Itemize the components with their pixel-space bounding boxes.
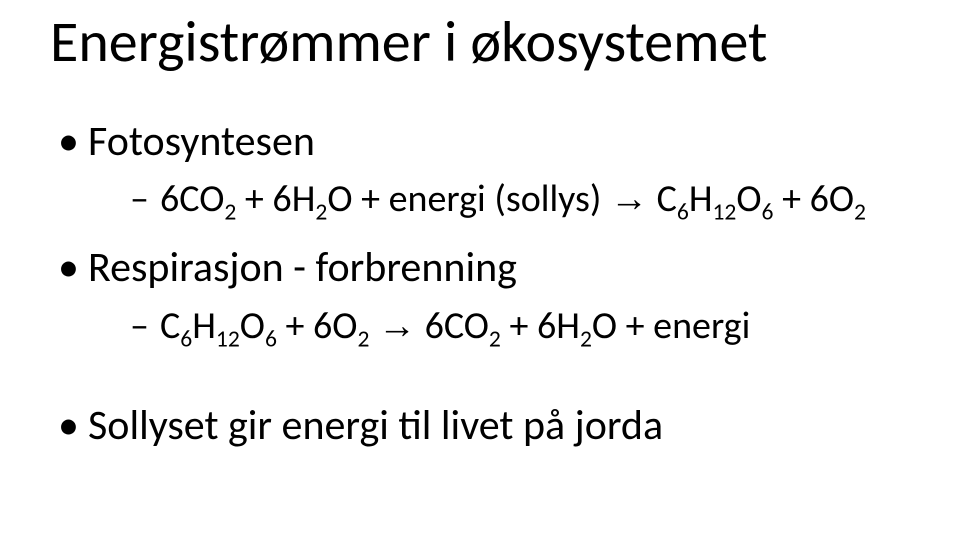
eq-plus: + — [285, 303, 304, 349]
bullet-fotosyntesen: Fotosyntesen 6CO2 + 6H2O + energi (solly… — [50, 114, 910, 230]
bullet-label: Sollyset gir energi til livet på jorda — [88, 400, 663, 451]
bullet-sollyset: Sollyset gir energi til livet på jorda — [50, 398, 910, 455]
eq-term: 6CO2 — [425, 303, 501, 349]
eq-term: C6H12O6 — [657, 176, 774, 222]
eq-arrow: → — [378, 305, 416, 347]
eq-plus: + — [626, 303, 654, 349]
eq-plus: + — [782, 176, 801, 222]
eq-text: energi (sollys) — [389, 176, 602, 222]
eq-term: 6O2 — [810, 176, 866, 222]
bullet-label: Fotosyntesen — [88, 116, 315, 167]
bullet-respirasjon: Respirasjon - forbrenning C6H12O6 + 6O2 … — [50, 240, 910, 356]
equation-photosynthesis: 6CO2 + 6H2O + energi (sollys) → C6H12O6 … — [126, 174, 910, 229]
eq-plus: + — [509, 303, 537, 349]
eq-plus: + — [245, 176, 273, 222]
eq-term: 6H2O — [272, 176, 352, 222]
equation-respiration: C6H12O6 + 6O2 → 6CO2 + 6H2O + energi — [126, 301, 910, 356]
spacer — [50, 366, 910, 372]
eq-term: 6CO2 — [160, 176, 236, 222]
eq-term: 6O2 — [313, 303, 369, 349]
slide-title: Energistrømmer i økosystemet — [50, 10, 910, 74]
bullet-label: Respirasjon - forbrenning — [88, 242, 517, 293]
eq-plus: + — [361, 176, 389, 222]
eq-term: 6H2O — [537, 303, 617, 349]
eq-term: C6H12O6 — [160, 303, 277, 349]
eq-text: energi — [653, 303, 750, 349]
eq-arrow: → — [610, 178, 648, 220]
